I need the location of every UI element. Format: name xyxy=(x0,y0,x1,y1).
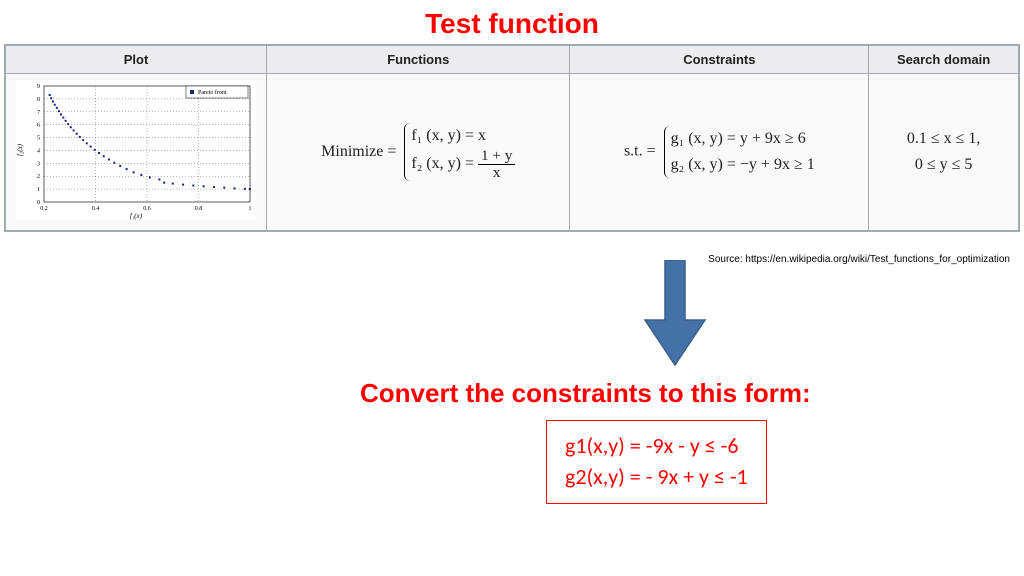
g1-expr: g₁ (x, y) = y + 9x ≥ 6 xyxy=(671,126,815,152)
g2-expr: g₂ (x, y) = −y + 9x ≥ 1 xyxy=(671,152,815,178)
pareto-plot: 0.2 0.4 0.6 0.8 1 0 1 2 3 4 5 6 7 8 9 Pareto front f₁(… xyxy=(16,80,256,220)
svg-text:1: 1 xyxy=(249,206,252,212)
y-axis-label: f₂(x) xyxy=(16,143,24,156)
minimize-label: Minimize = xyxy=(321,143,396,160)
svg-text:0.8: 0.8 xyxy=(195,206,203,212)
svg-text:0.4: 0.4 xyxy=(92,206,100,212)
domain-cell: 0.1 ≤ x ≤ 1, 0 ≤ y ≤ 5 xyxy=(869,74,1019,231)
col-functions: Functions xyxy=(267,46,570,74)
down-arrow-icon xyxy=(640,260,710,375)
col-domain: Search domain xyxy=(869,46,1019,74)
svg-text:0.2: 0.2 xyxy=(40,206,48,212)
convert-heading: Convert the constraints to this form: xyxy=(360,378,811,409)
legend-label: Pareto front xyxy=(198,89,227,96)
svg-text:0.6: 0.6 xyxy=(143,206,151,212)
f1-expr: f₁ (x, y) = x xyxy=(411,127,486,144)
svg-text:5: 5 xyxy=(37,136,40,142)
svg-text:8: 8 xyxy=(37,97,40,103)
svg-text:0: 0 xyxy=(37,200,40,206)
constraints-cell: s.t. = g₁ (x, y) = y + 9x ≥ 6 g₂ (x, y) … xyxy=(570,74,869,231)
test-function-table: Plot Functions Constraints Search domain… xyxy=(4,44,1020,232)
svg-text:1: 1 xyxy=(37,187,40,193)
svg-text:7: 7 xyxy=(37,110,40,116)
svg-text:9: 9 xyxy=(37,84,40,90)
svg-text:6: 6 xyxy=(37,123,40,129)
functions-cell: Minimize = f₁ (x, y) = x f₂ (x, y) = 1 +… xyxy=(267,74,570,231)
svg-text:2: 2 xyxy=(37,174,40,180)
domain-y: 0 ≤ y ≤ 5 xyxy=(879,152,1008,178)
converted-g1: g1(x,y) = -9x - y ≤ -6 xyxy=(565,431,748,462)
f2-numerator: 1 + y xyxy=(478,148,515,165)
f2-denominator: x xyxy=(478,165,515,181)
col-plot: Plot xyxy=(6,46,267,74)
f2-lhs: f₂ (x, y) = xyxy=(411,155,478,172)
converted-constraints-box: g1(x,y) = -9x - y ≤ -6 g2(x,y) = - 9x + … xyxy=(546,420,767,504)
col-constraints: Constraints xyxy=(570,46,869,74)
page-title: Test function xyxy=(0,0,1024,44)
x-axis-label: f₁(x) xyxy=(130,212,143,220)
converted-g2: g2(x,y) = - 9x + y ≤ -1 xyxy=(565,462,748,493)
svg-text:4: 4 xyxy=(37,148,40,154)
pareto-plot-cell: 0.2 0.4 0.6 0.8 1 0 1 2 3 4 5 6 7 8 9 Pareto front f₁(… xyxy=(6,74,267,231)
st-label: s.t. = xyxy=(624,143,656,160)
domain-x: 0.1 ≤ x ≤ 1, xyxy=(879,126,1008,152)
svg-text:3: 3 xyxy=(37,161,40,167)
source-citation: Source: https://en.wikipedia.org/wiki/Te… xyxy=(708,254,1010,265)
